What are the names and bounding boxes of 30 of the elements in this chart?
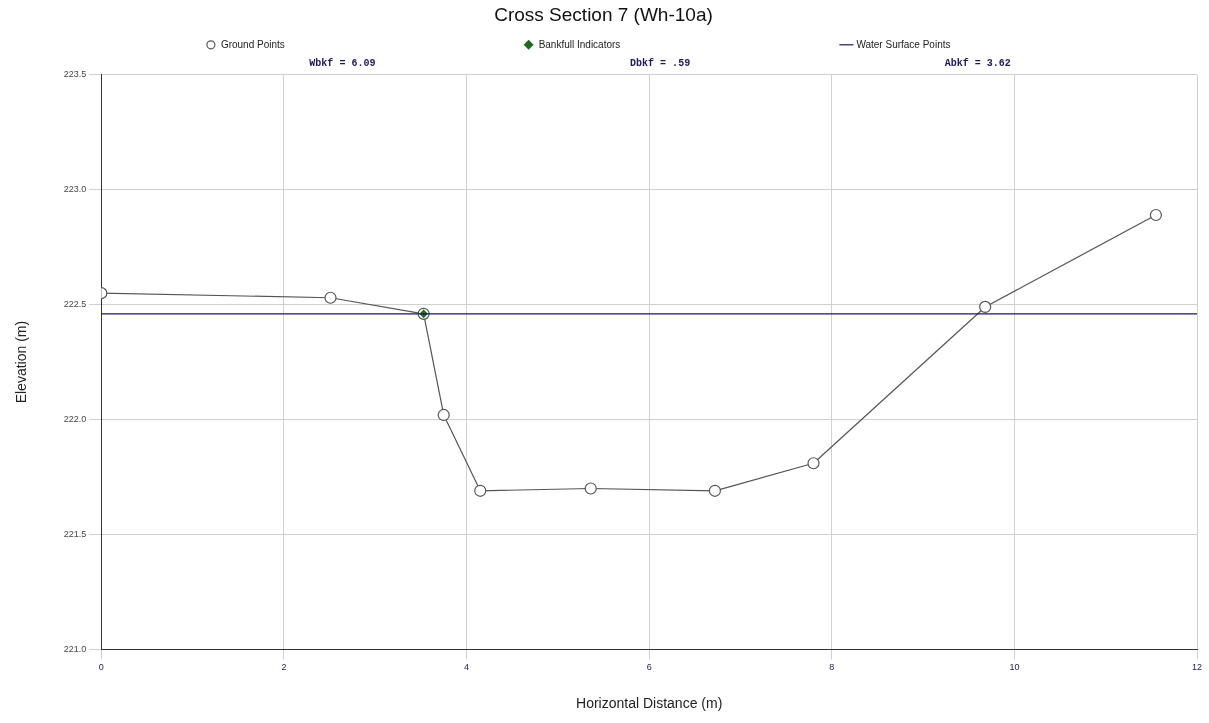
point bbox=[437, 408, 450, 422]
legend-label: Bankfull Indicators bbox=[538, 38, 621, 50]
y-axis-title: Elevation (m) bbox=[13, 320, 30, 404]
y-tick-label: 223.5 bbox=[63, 69, 87, 80]
x-tick-label: 0 bbox=[98, 662, 104, 673]
point bbox=[584, 482, 597, 495]
x-tick-label: 10 bbox=[1009, 662, 1020, 673]
y-tick-label: 221.0 bbox=[63, 643, 87, 654]
x-tick-label: 4 bbox=[464, 662, 470, 673]
x-tick-label: 2 bbox=[281, 662, 287, 673]
x-tick-label: 6 bbox=[646, 662, 652, 673]
text: Dbkf = .59 bbox=[630, 58, 691, 70]
point bbox=[708, 484, 721, 497]
legend-label: Ground Points bbox=[220, 38, 285, 50]
x-axis-title: Horizontal Distance (m) bbox=[576, 695, 723, 712]
point bbox=[1149, 208, 1163, 222]
y-tick-label: 222.0 bbox=[63, 414, 87, 425]
chart-title: Cross Section 7 (Wh-10a) bbox=[494, 3, 713, 25]
y-tick-label: 221.5 bbox=[63, 528, 87, 539]
point bbox=[807, 457, 820, 470]
point bbox=[979, 300, 992, 314]
legend-label: Water Surface Points bbox=[856, 38, 951, 50]
text: Abkf = 3.62 bbox=[944, 58, 1011, 70]
y-tick-label: 223.0 bbox=[63, 184, 87, 195]
text: Wbkf = 6.09 bbox=[309, 58, 376, 70]
x-tick-label: 8 bbox=[829, 662, 835, 673]
point bbox=[324, 291, 337, 304]
point bbox=[474, 484, 487, 497]
y-tick-label: 222.5 bbox=[63, 299, 87, 310]
x-tick-label: 12 bbox=[1191, 662, 1203, 673]
